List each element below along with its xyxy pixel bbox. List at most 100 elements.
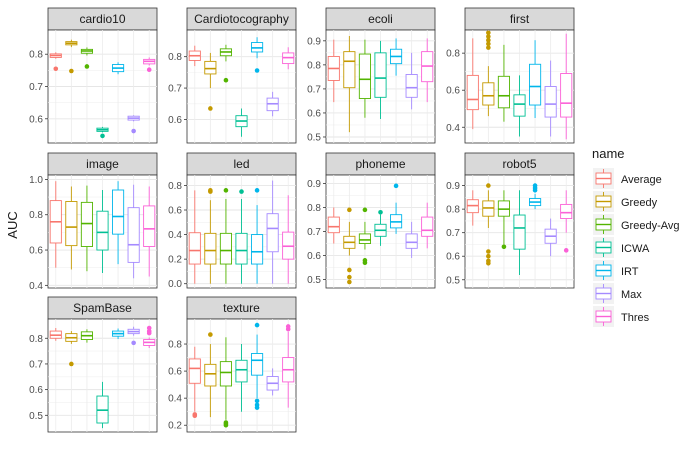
facet-texture: texture 0.2 0.4 0.6 0.8 <box>168 296 297 433</box>
y-tick-label: 0.8 <box>307 203 321 214</box>
box-iqr <box>513 214 526 250</box>
box-greedy-avg <box>219 188 232 284</box>
legend-label: IRT <box>621 266 639 278</box>
facet-ecoli: ecoli 0.5 0.6 0.7 0.8 0.9 <box>307 7 436 143</box>
box-iqr <box>127 207 140 263</box>
box-average <box>466 190 479 226</box>
y-tick-label: 0.8 <box>29 50 43 61</box>
y-tick-label: 0.8 <box>168 181 182 192</box>
box-icwa <box>96 381 109 429</box>
box-greedy <box>343 36 356 133</box>
outlier-point <box>208 332 213 337</box>
outlier-point <box>223 188 229 193</box>
y-tick-label: 0.5 <box>307 132 321 143</box>
box-max <box>266 368 279 396</box>
outlier-point <box>146 325 152 331</box>
box-iqr <box>65 201 78 247</box>
outlier-point <box>285 324 291 329</box>
box-icwa <box>96 190 109 273</box>
facet-phoneme: phoneme 0.5 0.6 0.7 0.8 0.9 <box>307 152 436 289</box>
outlier-point <box>347 274 352 280</box>
box-average <box>188 346 201 419</box>
box-iqr <box>544 86 557 118</box>
box-iqr <box>219 232 232 265</box>
y-tick-label: 1.0 <box>29 175 43 186</box>
box-iqr <box>204 232 217 265</box>
outlier-point <box>486 30 491 36</box>
legend-label: Max <box>621 289 642 301</box>
box-average <box>327 207 340 244</box>
y-tick-label: 0.4 <box>168 230 182 241</box>
facet-title: SpamBase <box>73 301 132 315</box>
outlier-point <box>563 248 569 253</box>
facet-title: phoneme <box>355 157 405 171</box>
box-thres <box>282 324 295 408</box>
legend-label: Average <box>621 174 662 186</box>
outlier-point <box>131 128 136 134</box>
box-average <box>49 327 62 341</box>
box-greedy <box>65 39 78 74</box>
y-tick-label: 0.8 <box>307 60 321 71</box>
outlier-point <box>362 207 368 213</box>
legend-item-thres[interactable]: Thres <box>593 306 650 327</box>
y-tick-label: 0.4 <box>446 123 460 134</box>
box-greedy <box>204 332 217 418</box>
box-irt <box>529 40 542 118</box>
legend-label: Greedy <box>621 197 658 209</box>
box-greedy-avg <box>497 190 510 250</box>
facet-title: led <box>233 157 249 171</box>
box-iqr <box>251 353 264 376</box>
y-tick-label: 0.5 <box>446 275 460 286</box>
box-iqr <box>466 74 479 111</box>
box-irt <box>529 183 542 210</box>
box-average <box>188 190 201 284</box>
box-average <box>49 52 62 72</box>
box-irt <box>112 62 125 75</box>
box-iqr <box>188 358 201 384</box>
box-max <box>266 91 279 117</box>
legend-item-max[interactable]: Max <box>593 283 642 304</box>
box-iqr <box>497 75 510 109</box>
facet-first: first 0.4 0.6 0.8 <box>446 7 575 144</box>
y-tick-label: 0.5 <box>29 411 43 422</box>
y-tick-label: 0.7 <box>29 359 43 370</box>
box-greedy-avg <box>497 44 510 122</box>
box-iqr <box>235 359 248 383</box>
y-tick-label: 0.5 <box>307 275 321 286</box>
box-irt <box>251 37 264 73</box>
box-iqr <box>358 53 371 99</box>
box-max <box>544 60 557 137</box>
box-iqr <box>374 52 387 98</box>
outlier-point <box>146 67 152 73</box>
y-tick-label: 0.0 <box>168 279 182 290</box>
legend-item-irt[interactable]: IRT <box>593 260 639 281</box>
box-greedy <box>204 52 217 111</box>
facet-title: first <box>510 12 530 26</box>
outlier-point <box>53 66 59 72</box>
legend-item-greedy[interactable]: Greedy <box>593 191 658 212</box>
outlier-point <box>223 420 229 425</box>
legend-item-average[interactable]: Average <box>593 168 662 189</box>
box-iqr <box>560 203 573 220</box>
y-tick-label: 0.6 <box>168 115 182 126</box>
box-irt <box>112 181 125 265</box>
outlier-point <box>486 37 491 43</box>
box-iqr <box>235 232 248 265</box>
outlier-point <box>347 267 352 273</box>
box-greedy <box>482 183 495 266</box>
box-thres <box>560 33 573 140</box>
outlier-point <box>486 258 491 264</box>
box-iqr <box>143 205 156 247</box>
facet-robot5: robot5 0.5 0.6 0.7 0.8 0.9 <box>446 152 575 289</box>
facet-image: image 0.4 0.6 0.8 1.0 <box>29 152 158 292</box>
outlier-point <box>100 133 105 139</box>
y-tick-label: 0.7 <box>307 227 321 238</box>
legend-label: Thres <box>621 312 650 324</box>
box-icwa <box>96 126 109 139</box>
box-average <box>188 45 201 67</box>
legend-item-icwa[interactable]: ICWA <box>593 237 650 258</box>
box-greedy-avg <box>219 44 232 83</box>
facet-led: led 0.0 0.2 0.4 0.6 0.8 <box>168 152 297 290</box>
legend-item-greedy-avg[interactable]: Greedy-Avg <box>593 214 680 235</box>
box-iqr <box>482 82 495 106</box>
